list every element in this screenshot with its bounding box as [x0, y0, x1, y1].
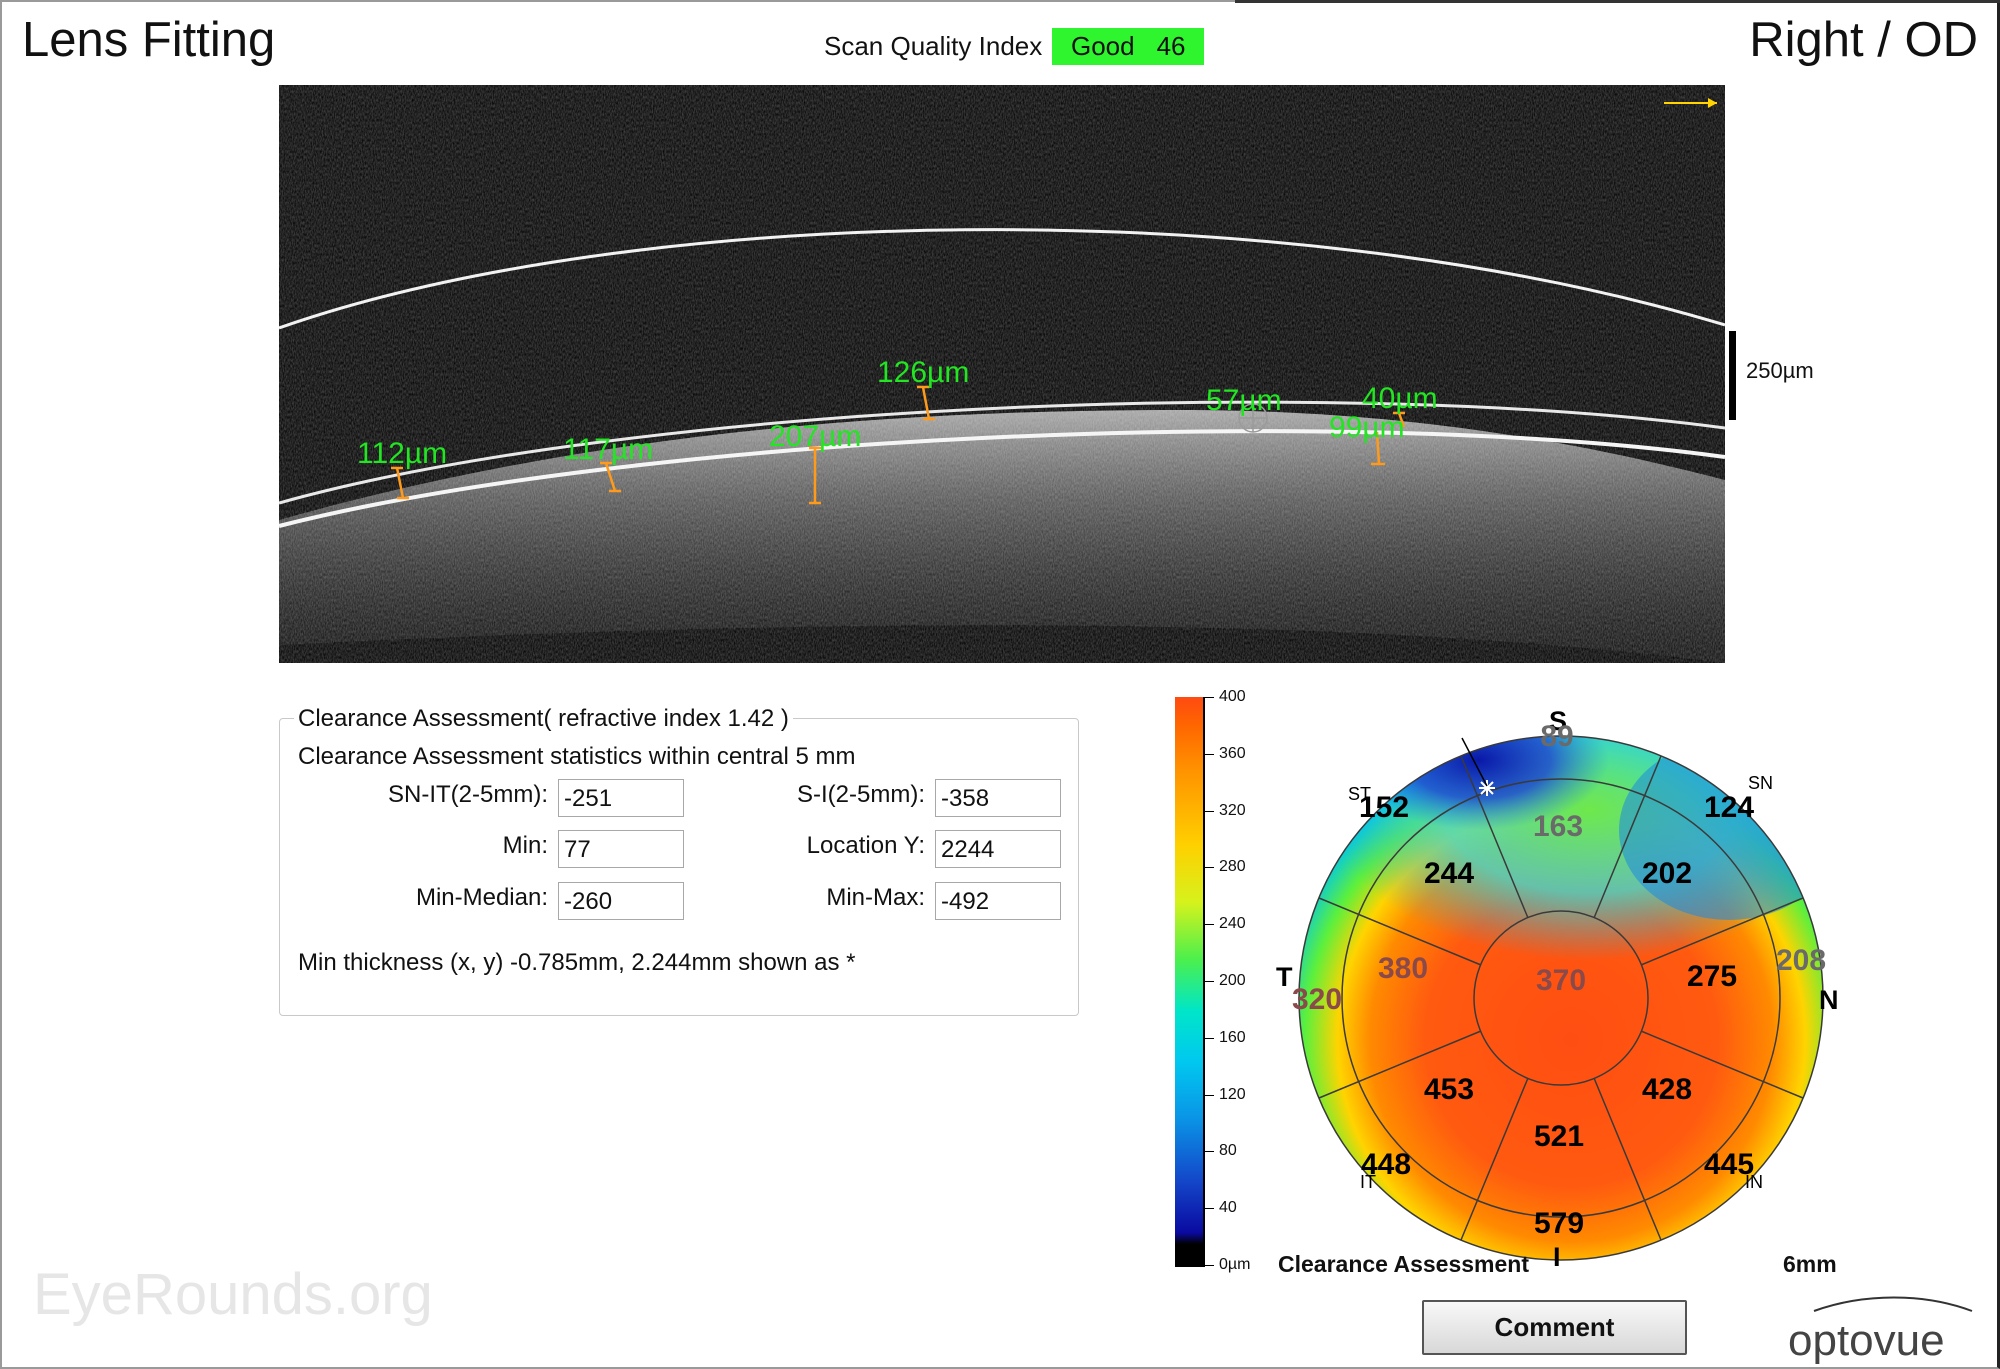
- scan-direction-arrow: [1664, 98, 1717, 108]
- s-i-field[interactable]: -358: [935, 779, 1061, 817]
- color-scale-tick: [1205, 1151, 1214, 1152]
- s-i-label: S-I(2-5mm):: [797, 781, 925, 808]
- zone-value-outer-sn: 124: [1704, 791, 1754, 824]
- zone-value-outer-it: 448: [1361, 1148, 1411, 1181]
- zone-value-inner-it: 453: [1424, 1073, 1474, 1106]
- color-scale-tick-label: 240: [1219, 915, 1246, 932]
- scan-quality-badge: Good 46: [1052, 28, 1205, 65]
- zone-value-outer-s: 89: [1540, 720, 1573, 753]
- color-scale-tick: [1205, 1095, 1214, 1096]
- sector-label-st: ST: [1348, 784, 1371, 804]
- zone-value-outer-in: 445: [1704, 1148, 1754, 1181]
- clearance-assessment-panel: Clearance Assessment( refractive index 1…: [279, 705, 1079, 1016]
- min-label: Min:: [502, 832, 548, 859]
- logo-text: optovue: [1788, 1316, 1945, 1365]
- measurement-label: 117µm: [563, 433, 653, 466]
- color-scale-axis: [1203, 697, 1205, 1267]
- min-max-label: Min-Max:: [826, 884, 925, 911]
- zone-value-inner-sn: 202: [1642, 857, 1692, 890]
- color-scale-tick: [1205, 867, 1214, 868]
- color-scale-tick-label: 80: [1219, 1142, 1237, 1159]
- scan-quality-value: 46: [1156, 31, 1186, 61]
- color-scale-tick: [1205, 1265, 1214, 1266]
- clearance-assessment-title: Clearance Assessment( refractive index 1…: [294, 705, 793, 733]
- measurement-label: 112µm: [357, 437, 447, 470]
- color-scale-tick-label: 0µm: [1219, 1256, 1251, 1273]
- zone-value-inner-n: 275: [1687, 960, 1737, 993]
- location-y-field[interactable]: 2244: [935, 830, 1061, 868]
- zone-value-outer-n: 208: [1776, 944, 1826, 977]
- color-scale-tick: [1205, 1208, 1214, 1209]
- map-scale-label: 6mm: [1783, 1251, 1837, 1277]
- min-field[interactable]: 77: [558, 830, 684, 868]
- eye-side-label: Right / OD: [1749, 13, 1978, 67]
- measurement-label: 40µm: [1362, 382, 1438, 415]
- measurement-label: 57µm: [1206, 384, 1282, 417]
- zone-value-outer-st: 152: [1359, 791, 1409, 824]
- zone-value-inner-i: 521: [1534, 1120, 1584, 1153]
- scan-quality-status: Good: [1070, 31, 1135, 61]
- min-thickness-crosshair: [1238, 403, 1268, 433]
- color-scale-tick-label: 120: [1219, 1086, 1246, 1103]
- sn-it-field[interactable]: -251: [558, 779, 684, 817]
- clearance-assessment-subtitle: Clearance Assessment statistics within c…: [298, 743, 856, 770]
- color-scale-tick-label: 320: [1219, 802, 1246, 819]
- color-scale-bar: [1175, 697, 1203, 1267]
- color-scale-tick: [1205, 981, 1214, 982]
- min-max-field[interactable]: -492: [935, 882, 1061, 920]
- clearance-thickness-map[interactable]: S I T N ST SN IT IN 370 163 202 275 428 …: [1276, 700, 1839, 1272]
- color-scale-tick: [1205, 924, 1214, 925]
- top-border-line: [1235, 0, 2000, 3]
- scale-bar: [1729, 331, 1736, 420]
- direction-inferior: I: [1553, 1242, 1561, 1272]
- zone-value-inner-t: 380: [1378, 952, 1428, 985]
- zone-value-inner-in: 428: [1642, 1073, 1692, 1106]
- color-scale-tick: [1205, 811, 1214, 812]
- min-median-field[interactable]: -260: [558, 882, 684, 920]
- color-scale-tick-label: 360: [1219, 745, 1246, 762]
- measurement-label: 207µm: [769, 420, 861, 453]
- color-scale-tick: [1205, 754, 1214, 755]
- direction-temporal: T: [1276, 962, 1293, 992]
- oct-scan-image[interactable]: 112µm 117µm 207µm 126µm 57µm 40µm 99µm: [279, 85, 1725, 663]
- color-scale-tick: [1205, 697, 1214, 698]
- color-scale-tick: [1205, 1038, 1214, 1039]
- map-caption: Clearance Assessment: [1278, 1251, 1530, 1277]
- scale-bar-label: 250µm: [1746, 358, 1814, 383]
- direction-superior: S: [1549, 706, 1567, 736]
- color-scale-tick-label: 160: [1219, 1029, 1246, 1046]
- sector-label-sn: SN: [1748, 773, 1773, 793]
- color-scale-tick-label: 280: [1219, 858, 1246, 875]
- comment-button[interactable]: Comment: [1422, 1300, 1687, 1355]
- sector-label-in: IN: [1745, 1172, 1763, 1192]
- watermark-text: EyeRounds.org: [33, 1262, 433, 1327]
- zone-value-inner-s: 163: [1533, 810, 1583, 843]
- measurement-markers: [391, 385, 1406, 505]
- color-scale-tick-label: 200: [1219, 972, 1246, 989]
- zone-value-center: 370: [1536, 964, 1586, 997]
- sector-label-it: IT: [1360, 1172, 1376, 1192]
- measurement-label: 99µm: [1329, 411, 1405, 444]
- min-thickness-note: Min thickness (x, y) -0.785mm, 2.244mm s…: [298, 949, 856, 976]
- page-title: Lens Fitting: [22, 13, 276, 67]
- scan-quality-index: Scan Quality Index Good 46: [824, 28, 1205, 65]
- zone-value-inner-st: 244: [1424, 857, 1474, 890]
- min-median-label: Min-Median:: [415, 884, 548, 911]
- measurement-label: 126µm: [877, 356, 969, 389]
- sn-it-label: SN-IT(2-5mm):: [388, 781, 548, 808]
- optovue-logo: optovue: [1784, 1295, 1979, 1365]
- zone-value-outer-t: 320: [1292, 983, 1342, 1016]
- zone-value-outer-i: 579: [1534, 1207, 1584, 1240]
- min-thickness-marker: [1461, 737, 1495, 796]
- scan-quality-label: Scan Quality Index: [824, 31, 1043, 61]
- location-y-label: Location Y:: [806, 832, 925, 859]
- direction-nasal: N: [1819, 985, 1839, 1015]
- color-scale-tick-label: 40: [1219, 1199, 1237, 1216]
- color-scale-tick-label: 400: [1219, 688, 1246, 705]
